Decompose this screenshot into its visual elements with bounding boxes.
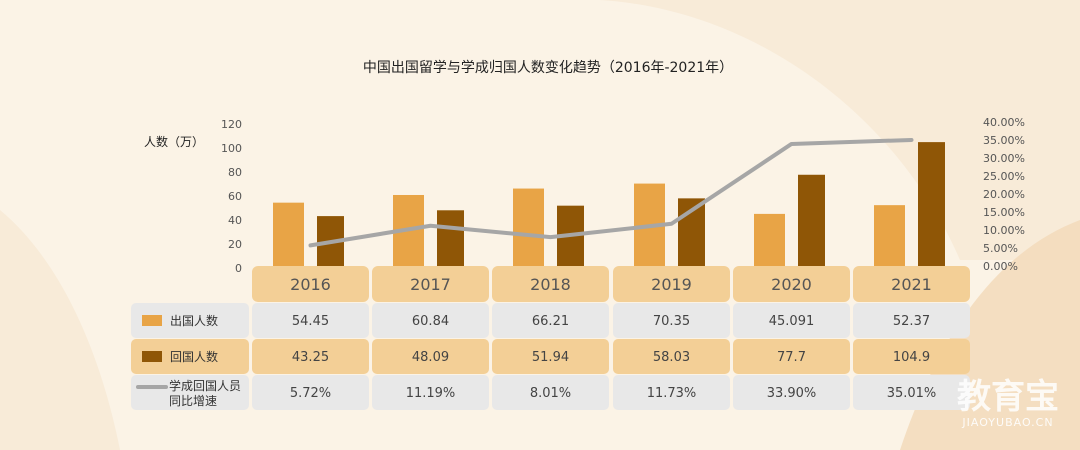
- data-label: 45.091: [769, 314, 815, 329]
- data-label: 33.90%: [767, 386, 817, 401]
- y-tick-label: 0: [235, 262, 242, 275]
- legend-swatch: [142, 351, 162, 362]
- year-cell: [252, 266, 369, 302]
- bar-outbound: [754, 213, 785, 268]
- table-cell: [853, 339, 970, 374]
- y-tick-label: 40: [228, 214, 242, 227]
- data-label: 5.72%: [290, 386, 331, 401]
- bar-returned: [437, 210, 464, 268]
- year-cell: [492, 266, 609, 302]
- y-tick-label: 60: [228, 190, 242, 203]
- table-cell: [492, 303, 609, 338]
- data-label: 8.01%: [530, 386, 571, 401]
- y2-tick-label: 0.00%: [983, 260, 1018, 273]
- y2-tick-label: 15.00%: [983, 206, 1025, 219]
- x-tick-label: 2017: [410, 275, 451, 294]
- chart-title: 中国出国留学与学成归国人数变化趋势（2016年-2021年）: [363, 59, 733, 76]
- data-label: 77.7: [777, 350, 806, 365]
- table-cell: [853, 303, 970, 338]
- table-cell: [853, 375, 970, 410]
- table-cell: [613, 303, 730, 338]
- data-label: 51.94: [532, 350, 569, 365]
- bar-returned: [798, 174, 825, 268]
- year-cell: [733, 266, 850, 302]
- y2-tick-label: 40.00%: [983, 116, 1025, 129]
- watermark-domain: JIAOYUBAO.CN: [961, 416, 1053, 429]
- y2-tick-label: 20.00%: [983, 188, 1025, 201]
- data-label: 48.09: [412, 350, 449, 365]
- growth-line: [308, 137, 914, 248]
- legend-label: 同比增速: [169, 394, 217, 408]
- table-cell: [372, 303, 489, 338]
- x-tick-label: 2016: [290, 275, 331, 294]
- watermark-logo: 教育宝: [957, 377, 1059, 417]
- y-tick-label: 100: [221, 142, 242, 155]
- legend-label: 出国人数: [170, 313, 218, 328]
- data-label: 52.37: [893, 314, 930, 329]
- table-cell: [613, 339, 730, 374]
- data-label: 54.45: [292, 314, 329, 329]
- x-tick-label: 2020: [771, 275, 812, 294]
- table-cell: [252, 339, 369, 374]
- year-cell: [853, 266, 970, 302]
- y2-tick-label: 5.00%: [983, 242, 1018, 255]
- legend-cell: [131, 339, 249, 374]
- bar-outbound: [273, 202, 304, 268]
- table-cell: [492, 375, 609, 410]
- y2-tick-label: 10.00%: [983, 224, 1025, 237]
- legend-label: 学成回国人员: [169, 378, 241, 393]
- table-cell: [252, 375, 369, 410]
- table-cell: [372, 375, 489, 410]
- year-cell: [613, 266, 730, 302]
- table-cell: [733, 339, 850, 374]
- data-label: 43.25: [292, 350, 329, 365]
- data-label: 66.21: [532, 314, 569, 329]
- y-tick-label: 80: [228, 166, 242, 179]
- y-tick-label: 20: [228, 238, 242, 251]
- x-tick-label: 2021: [891, 275, 932, 294]
- legend-swatch: [142, 315, 162, 326]
- data-label: 11.73%: [647, 386, 697, 401]
- y-axis-label: 人数（万）: [144, 134, 204, 149]
- y2-tick-label: 30.00%: [983, 152, 1025, 165]
- legend-label: 回国人数: [170, 349, 218, 364]
- data-label: 11.19%: [406, 386, 456, 401]
- table-cell: [372, 339, 489, 374]
- data-label: 35.01%: [887, 386, 937, 401]
- year-cell: [372, 266, 489, 302]
- bar-outbound: [874, 205, 905, 268]
- x-tick-label: 2018: [530, 275, 571, 294]
- data-label: 70.35: [653, 314, 690, 329]
- data-label: 60.84: [412, 314, 449, 329]
- table-cell: [492, 339, 609, 374]
- table-cell: [733, 375, 850, 410]
- y2-tick-label: 25.00%: [983, 170, 1025, 183]
- bar-outbound: [513, 188, 544, 268]
- y-tick-label: 120: [221, 118, 242, 131]
- y2-tick-label: 35.00%: [983, 134, 1025, 147]
- legend-cell: [131, 375, 249, 410]
- table-cell: [733, 303, 850, 338]
- data-label: 58.03: [653, 350, 690, 365]
- table-cell: [252, 303, 369, 338]
- x-tick-label: 2019: [651, 275, 692, 294]
- legend-cell: [131, 303, 249, 338]
- data-label: 104.9: [893, 350, 930, 365]
- table-cell: [613, 375, 730, 410]
- bar-returned: [918, 142, 945, 268]
